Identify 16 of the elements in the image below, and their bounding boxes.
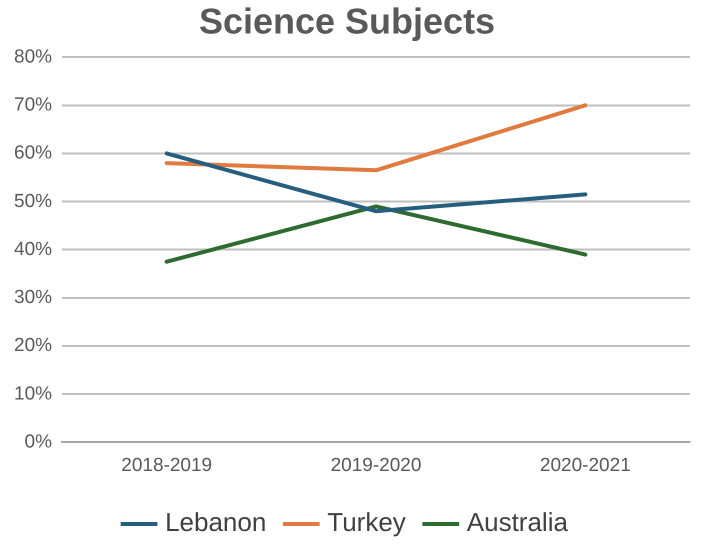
y-tick-label: 20%: [14, 335, 52, 356]
x-tick-label: 2019-2020: [330, 454, 422, 476]
y-tick-label: 0%: [24, 431, 52, 452]
y-tick-label: 40%: [14, 238, 52, 260]
x-tick-label: 2020-2021: [540, 454, 631, 476]
y-tick-label: 60%: [14, 142, 52, 164]
y-tick-label: 50%: [14, 190, 52, 212]
y-tick-label: 80%: [14, 46, 52, 68]
x-tick-label: 2018-2019: [121, 454, 212, 476]
y-tick-label: 10%: [14, 383, 52, 404]
y-tick-label: 30%: [14, 287, 52, 308]
legend-label: Turkey: [327, 507, 406, 538]
y-tick-label: 70%: [14, 94, 52, 116]
legend-label: Australia: [466, 507, 568, 538]
legend-label: Lebanon: [165, 507, 266, 538]
chart-title: Science Subjects: [198, 0, 496, 42]
